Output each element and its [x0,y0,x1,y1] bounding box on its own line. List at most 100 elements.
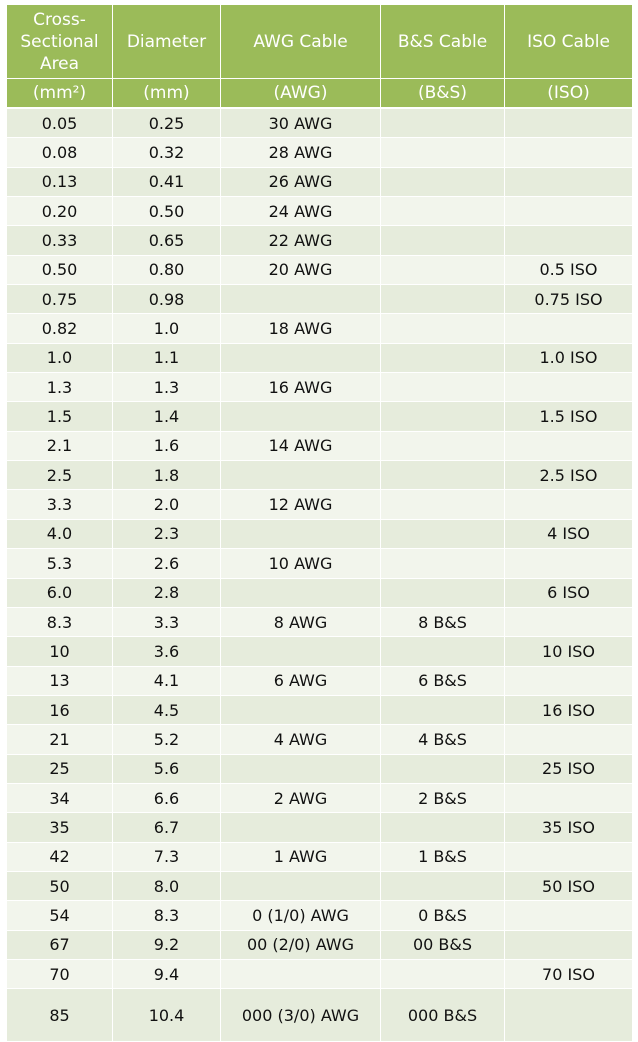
table-row: 1.3 1.3 16 AWG [6,372,633,403]
awg-cell [220,636,381,667]
area-cell: 0.75 [6,284,113,315]
iso-cell: 4 ISO [504,519,633,550]
diameter-cell: 9.2 [112,930,221,960]
area-cell: 4.0 [6,519,113,550]
area-cell: 0.08 [6,137,113,168]
header-diameter: Diameter [112,5,221,79]
table-row: 0.05 0.25 30 AWG [6,108,633,139]
area-cell: 5.3 [6,548,113,579]
diameter-cell: 7.3 [112,842,221,872]
diameter-cell: 0.32 [112,137,221,168]
iso-cell: 0.5 ISO [504,255,633,286]
area-cell: 67 [6,930,113,960]
bs-cell [380,196,505,227]
table-header: Cross-Sectional Area Diameter AWG Cable … [6,5,633,109]
area-cell: 0.05 [6,108,113,139]
iso-cell [504,313,633,344]
area-cell: 0.33 [6,225,113,256]
table-row: 6.0 2.8 6 ISO [6,578,633,608]
awg-cell: 1 AWG [220,842,381,872]
bs-cell [380,812,505,843]
awg-cell: 8 AWG [220,607,381,638]
table-row: 0.75 0.98 0.75 ISO [6,284,633,315]
diameter-cell: 1.4 [112,401,221,432]
awg-cell: 30 AWG [220,108,381,139]
diameter-cell: 1.6 [112,431,221,462]
diameter-cell: 1.8 [112,460,221,491]
table-body: 0.05 0.25 30 AWG 0.08 0.32 28 AWG 0.13 0.41 26 A… [6,108,633,1042]
bs-cell [380,519,505,550]
table-row: 25 5.6 25 ISO [6,754,633,784]
bs-cell [380,255,505,286]
table-row: 67 9.2 00 (2/0) AWG 00 B&S [6,930,633,960]
table-row: 0.82 1.0 18 AWG [6,313,633,344]
table-row: 0.20 0.50 24 AWG [6,196,633,227]
bs-cell [380,695,505,726]
header-cross-sectional-area: Cross-Sectional Area [6,5,113,79]
header-awg-cable: AWG Cable [220,5,381,79]
iso-cell [504,930,633,960]
area-cell: 50 [6,871,113,902]
table-row: 70 9.4 70 ISO [6,959,633,990]
bs-cell [380,225,505,256]
bs-cell: 6 B&S [380,666,505,696]
area-cell: 0.50 [6,255,113,286]
iso-cell [504,167,633,198]
iso-cell: 70 ISO [504,959,633,990]
area-cell: 0.13 [6,167,113,198]
awg-cell: 000 (3/0) AWG [220,988,381,1042]
awg-cell: 18 AWG [220,313,381,344]
awg-cell [220,343,381,374]
bs-cell [380,401,505,432]
iso-cell [504,548,633,579]
awg-cell: 24 AWG [220,196,381,227]
bs-cell [380,959,505,990]
iso-cell [504,489,633,520]
awg-cell: 26 AWG [220,167,381,198]
area-cell: 1.0 [6,343,113,374]
bs-cell [380,343,505,374]
diameter-cell: 0.25 [112,108,221,139]
diameter-cell: 2.0 [112,489,221,520]
diameter-cell: 5.2 [112,724,221,755]
iso-cell [504,724,633,755]
table-row: 8.3 3.3 8 AWG 8 B&S [6,607,633,638]
awg-cell: 28 AWG [220,137,381,168]
diameter-cell: 5.6 [112,754,221,784]
area-cell: 70 [6,959,113,990]
diameter-cell: 1.0 [112,313,221,344]
area-cell: 10 [6,636,113,667]
awg-cell: 00 (2/0) AWG [220,930,381,960]
bs-cell [380,284,505,315]
diameter-cell: 3.6 [112,636,221,667]
awg-cell: 6 AWG [220,666,381,696]
awg-cell [220,754,381,784]
diameter-cell: 8.0 [112,871,221,902]
unit-iso: (ISO) [504,78,633,109]
awg-cell [220,578,381,608]
iso-cell [504,607,633,638]
bs-cell [380,489,505,520]
table-row: 85 10.4 000 (3/0) AWG 000 B&S [6,988,633,1042]
iso-cell: 1.5 ISO [504,401,633,432]
iso-cell: 0.75 ISO [504,284,633,315]
diameter-cell: 6.7 [112,812,221,843]
table-container: Cross-Sectional Area Diameter AWG Cable … [6,5,633,1042]
table-row: 1.5 1.4 1.5 ISO [6,401,633,432]
bs-cell [380,137,505,168]
header-bs-cable: B&S Cable [380,5,505,79]
awg-cell: 22 AWG [220,225,381,256]
iso-cell: 25 ISO [504,754,633,784]
bs-cell: 000 B&S [380,988,505,1042]
diameter-cell: 1.3 [112,372,221,403]
area-cell: 54 [6,900,113,931]
awg-cell: 0 (1/0) AWG [220,900,381,931]
bs-cell [380,548,505,579]
iso-cell [504,225,633,256]
bs-cell [380,167,505,198]
awg-cell: 4 AWG [220,724,381,755]
area-cell: 16 [6,695,113,726]
area-cell: 34 [6,783,113,814]
diameter-cell: 6.6 [112,783,221,814]
cable-size-table: Cross-Sectional Area Diameter AWG Cable … [6,5,633,1042]
